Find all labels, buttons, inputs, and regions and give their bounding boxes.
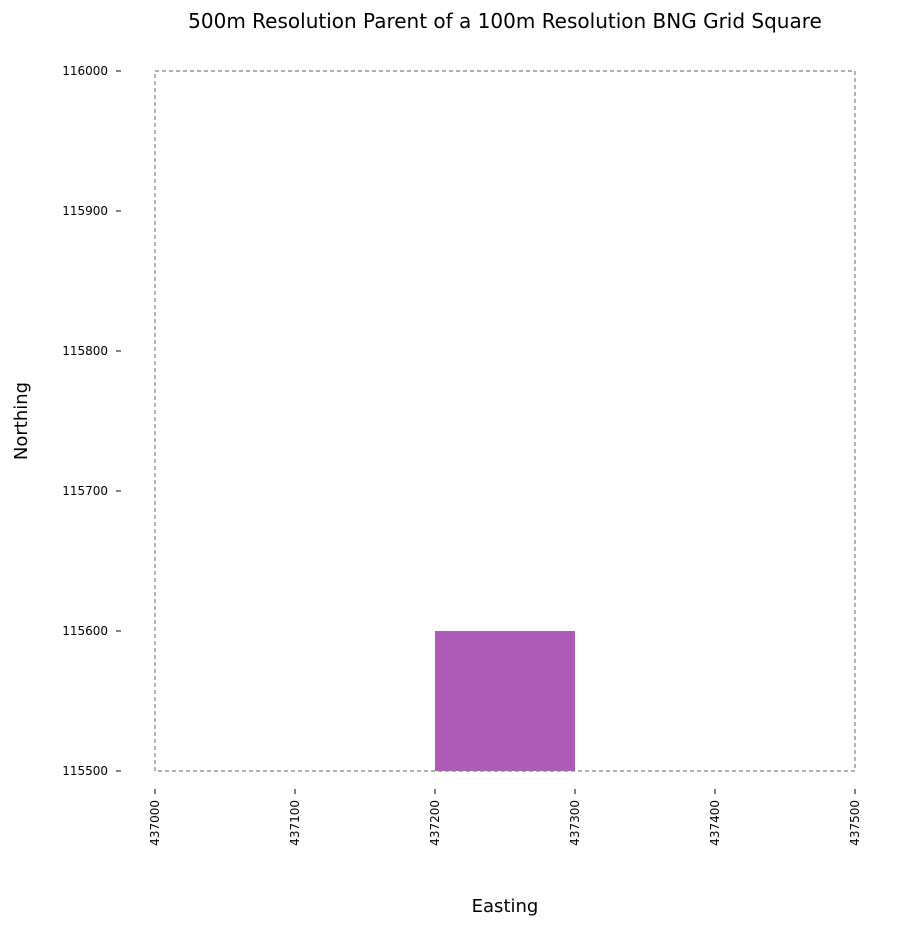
chart-title: 500m Resolution Parent of a 100m Resolut… <box>188 9 822 33</box>
y-tick-label: 116000 <box>62 64 108 78</box>
y-axis: 115500 115600 115700 115800 115900 116000 <box>62 64 121 778</box>
x-axis: 437000 437100 437200 437300 437400 437500 <box>148 789 862 846</box>
y-tick-label: 115900 <box>62 204 108 218</box>
y-tick-label: 115700 <box>62 484 108 498</box>
x-tick-label: 437000 <box>148 800 162 846</box>
plot-area <box>154 70 856 772</box>
x-tick-label: 437500 <box>848 800 862 846</box>
x-tick-label: 437300 <box>568 800 582 846</box>
x-tick-label: 437200 <box>428 800 442 846</box>
y-axis-title: Northing <box>11 382 32 460</box>
x-tick-label: 437100 <box>288 800 302 846</box>
child-grid-square <box>435 631 575 771</box>
y-tick-label: 115600 <box>62 624 108 638</box>
x-tick-label: 437400 <box>708 800 722 846</box>
parent-grid-square <box>154 70 856 772</box>
x-axis-title: Easting <box>472 896 539 917</box>
y-tick-label: 115500 <box>62 764 108 778</box>
y-tick-label: 115800 <box>62 344 108 358</box>
